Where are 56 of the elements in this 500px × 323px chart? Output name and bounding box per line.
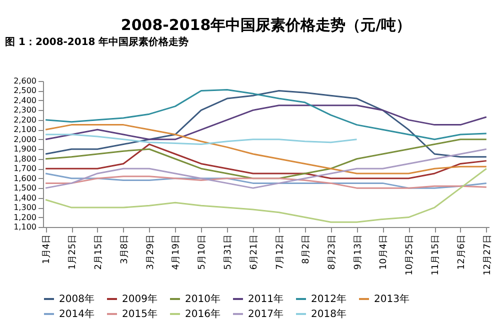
line-series xyxy=(44,124,488,174)
chart-title: 2008-2018年中国尿素价格走势（元/吨） xyxy=(120,16,412,34)
x-tick-label: 10月4日 xyxy=(379,234,390,270)
x-tick-label: 4月19日 xyxy=(172,234,182,270)
legend-label: 2011年 xyxy=(248,293,284,305)
x-tick-label: 8月2日 xyxy=(301,234,312,264)
x-tick-label: 8月23日 xyxy=(327,234,338,270)
legend-label: 2013年 xyxy=(374,293,410,305)
legend-label: 2015年 xyxy=(122,308,158,320)
y-tick-label: 2,600 xyxy=(14,76,36,86)
y-tick-label: 1,800 xyxy=(14,154,36,164)
y-tick-label: 1,700 xyxy=(14,164,36,174)
x-tick-label: 5月10日 xyxy=(198,234,208,270)
y-tick-label: 1,300 xyxy=(14,203,36,212)
x-tick-label: 6月21日 xyxy=(250,234,260,270)
caption: 图 1：2008-2018 年中国尿素价格走势 xyxy=(5,36,189,48)
x-tick-label: 9月13日 xyxy=(353,234,364,270)
legend-label: 2018年 xyxy=(311,308,346,320)
y-tick-label: 1,400 xyxy=(14,193,36,202)
legend-label: 2017年 xyxy=(248,308,284,320)
line-series xyxy=(44,90,488,158)
legend-label: 2014年 xyxy=(59,308,94,320)
x-tick-label: 1月4日 xyxy=(42,234,52,264)
legend-label: 2008年 xyxy=(59,293,94,305)
legend-label: 2010年 xyxy=(185,293,220,305)
y-tick-label: 1,100 xyxy=(14,222,36,232)
y-tick-label: 2,500 xyxy=(14,86,36,96)
y-tick-label: 1,600 xyxy=(14,174,36,183)
y-tick-label: 1,900 xyxy=(14,144,36,154)
y-tick-label: 1,500 xyxy=(14,184,36,193)
y-tick-label: 1,200 xyxy=(14,212,36,222)
y-tick-label: 2,200 xyxy=(14,115,36,124)
x-tick-label: 11月15日 xyxy=(431,234,442,276)
y-tick-label: 2,100 xyxy=(14,125,36,134)
line-series xyxy=(44,134,358,146)
line-series xyxy=(44,89,488,140)
y-tick-label: 2,000 xyxy=(14,134,36,144)
y-tick-label: 2,400 xyxy=(14,96,36,105)
line-series xyxy=(44,172,488,189)
x-tick-label: 12月6日 xyxy=(456,234,467,270)
x-tick-label: 1月25日 xyxy=(68,234,78,270)
line-series xyxy=(44,168,488,223)
x-tick-label: 3月8日 xyxy=(120,234,130,264)
line-series xyxy=(44,104,488,140)
legend-label: 2016年 xyxy=(185,308,220,320)
legend-label: 2012年 xyxy=(311,293,346,305)
y-tick-label: 2,300 xyxy=(14,106,36,115)
x-tick-label: 12月27日 xyxy=(482,234,493,276)
x-tick-label: 10月25日 xyxy=(405,234,416,276)
x-tick-label: 3月29日 xyxy=(146,234,156,270)
x-tick-label: 2月15日 xyxy=(94,234,104,270)
x-tick-label: 5月31日 xyxy=(224,234,234,270)
line-series xyxy=(44,148,488,189)
line-series xyxy=(44,176,488,189)
x-tick-label: 7月12日 xyxy=(275,234,286,270)
legend-label: 2009年 xyxy=(122,293,158,305)
